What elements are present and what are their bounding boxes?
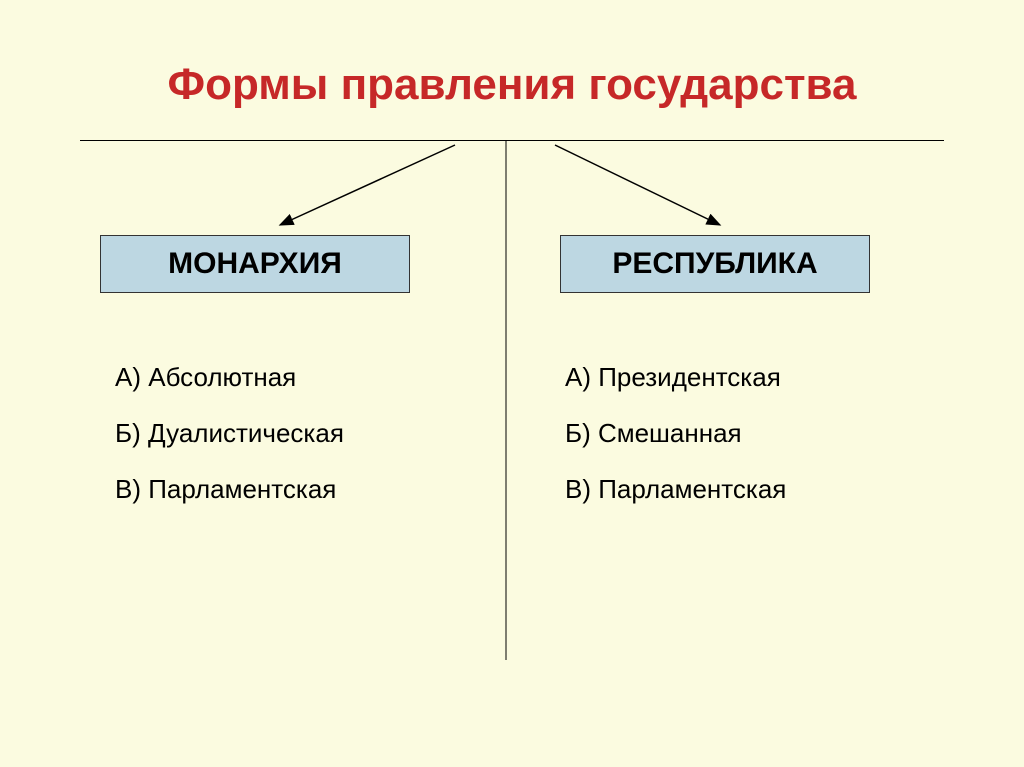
list-item: Б) Смешанная	[565, 406, 786, 462]
horizontal-divider	[80, 140, 944, 141]
list-item: В) Парламентская	[565, 462, 786, 518]
list-item: В) Парламентская	[115, 462, 344, 518]
republic-subtypes: А) Президентская Б) Смешанная В) Парламе…	[565, 350, 786, 518]
republic-box: РЕСПУБЛИКА	[560, 235, 870, 293]
monarchy-box: МОНАРХИЯ	[100, 235, 410, 293]
monarchy-label: МОНАРХИЯ	[168, 247, 342, 281]
page-title: Формы правления государства	[0, 60, 1024, 110]
republic-label: РЕСПУБЛИКА	[612, 247, 817, 281]
list-item: А) Абсолютная	[115, 350, 344, 406]
monarchy-subtypes: А) Абсолютная Б) Дуалистическая В) Парла…	[115, 350, 344, 518]
list-item: Б) Дуалистическая	[115, 406, 344, 462]
list-item: А) Президентская	[565, 350, 786, 406]
